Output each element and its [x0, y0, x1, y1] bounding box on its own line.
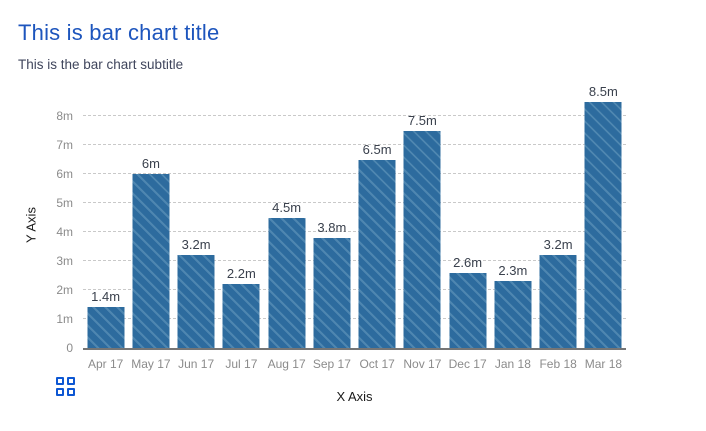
bars-layer: 1.4m Apr 17 6m May 17 3.2m Jun 17 2.2m Jul 17 4.… [83, 84, 626, 372]
grid-icon-square [56, 377, 64, 385]
y-tick-label: 4m [56, 225, 73, 239]
x-tick-label: Sep 17 [312, 357, 351, 371]
bar-slot: 1.4m Apr 17 [83, 95, 128, 371]
x-tick-label: Feb 18 [539, 357, 577, 371]
gridline [83, 289, 626, 290]
bar[interactable] [313, 237, 351, 348]
x-tick-label: Apr 17 [87, 357, 124, 371]
bar-value-label: 6m [141, 156, 160, 171]
gridline [83, 260, 626, 261]
bar[interactable] [177, 255, 215, 348]
x-tick-label: Nov 17 [403, 357, 442, 371]
grid-icon[interactable] [56, 377, 75, 396]
gridline [83, 115, 626, 116]
bar-value-label: 2.2m [226, 266, 256, 282]
bar-slot: 4.5m Aug 17 [264, 95, 309, 372]
bar-slot: 3.2m Feb 18 [536, 95, 581, 371]
bar-value-label: 3.2m [543, 237, 573, 253]
x-tick-label: Dec 17 [448, 357, 487, 371]
x-tick-label: Jul 17 [225, 357, 258, 371]
gridline [83, 173, 626, 174]
y-tick-label: 2m [56, 283, 73, 297]
bar[interactable] [403, 130, 441, 348]
x-tick-label: Jan 18 [494, 357, 531, 371]
gridline [83, 318, 626, 319]
x-axis-title: X Axis [336, 389, 373, 404]
y-tick-label: 3m [56, 254, 73, 268]
bar-slot: 6.5m Oct 17 [355, 95, 400, 371]
x-tick-label: Oct 17 [359, 357, 395, 371]
y-tick-label: 6m [56, 167, 73, 181]
bar-value-label: 3.2m [181, 237, 211, 253]
bar[interactable] [222, 284, 260, 348]
bar-slot: 2.6m Dec 17 [445, 95, 490, 371]
grid-icon-square [67, 388, 75, 396]
y-tick-label: 8m [56, 109, 73, 123]
y-tick-label: 7m [56, 138, 73, 152]
bar-slot: 7.5m Nov 17 [400, 95, 445, 372]
bar[interactable] [494, 281, 532, 348]
chart-title: This is bar chart title [18, 20, 220, 45]
bar[interactable] [539, 255, 577, 348]
bar[interactable] [87, 307, 125, 348]
bar-slot: 6m May 17 [128, 95, 173, 371]
bar-slot: 8.5m Mar 18 [581, 84, 626, 372]
x-tick-label: Aug 17 [267, 357, 306, 371]
bar-value-label: 8.5m [588, 83, 618, 99]
bar-value-label: 4.5m [272, 199, 302, 215]
gridline [83, 231, 626, 232]
bar-slot: 3.8m Sep 17 [309, 95, 354, 371]
bar[interactable] [132, 174, 170, 348]
x-tick-label: Jun 17 [178, 357, 215, 371]
bar-slot: 3.2m Jun 17 [174, 95, 219, 371]
y-tick-label: 1m [56, 312, 73, 326]
bar-value-label: 2.3m [498, 263, 528, 279]
bar-value-label: 2.6m [453, 254, 483, 270]
grid-icon-square [67, 377, 75, 385]
y-tick-label: 5m [56, 196, 73, 210]
chart-subtitle: This is the bar chart subtitle [18, 57, 184, 72]
bar[interactable] [584, 101, 622, 348]
gridline [83, 202, 626, 203]
bar-value-label: 7.5m [407, 112, 437, 128]
bar-slot: 2.2m Jul 17 [219, 95, 264, 371]
y-tick-label: 0 [66, 341, 73, 355]
x-tick-label: Mar 18 [584, 357, 623, 371]
bar[interactable] [358, 159, 396, 348]
gridline [83, 144, 626, 145]
grid-icon-square [56, 388, 64, 396]
x-tick-label: May 17 [131, 357, 171, 371]
bar-value-label: 1.4m [91, 289, 121, 305]
bar-slot: 2.3m Jan 18 [490, 95, 535, 371]
y-axis-title: Y Axis [23, 207, 39, 243]
bar-value-label: 3.8m [317, 219, 347, 235]
bar-value-label: 6.5m [362, 141, 392, 157]
bar[interactable] [268, 217, 306, 348]
bar[interactable] [449, 272, 487, 348]
plot-area: 0 1m 2m 3m 4m 5m 6m 7m 8m 1.4m Apr 17 6m May 17 3.2m… [56, 84, 626, 372]
